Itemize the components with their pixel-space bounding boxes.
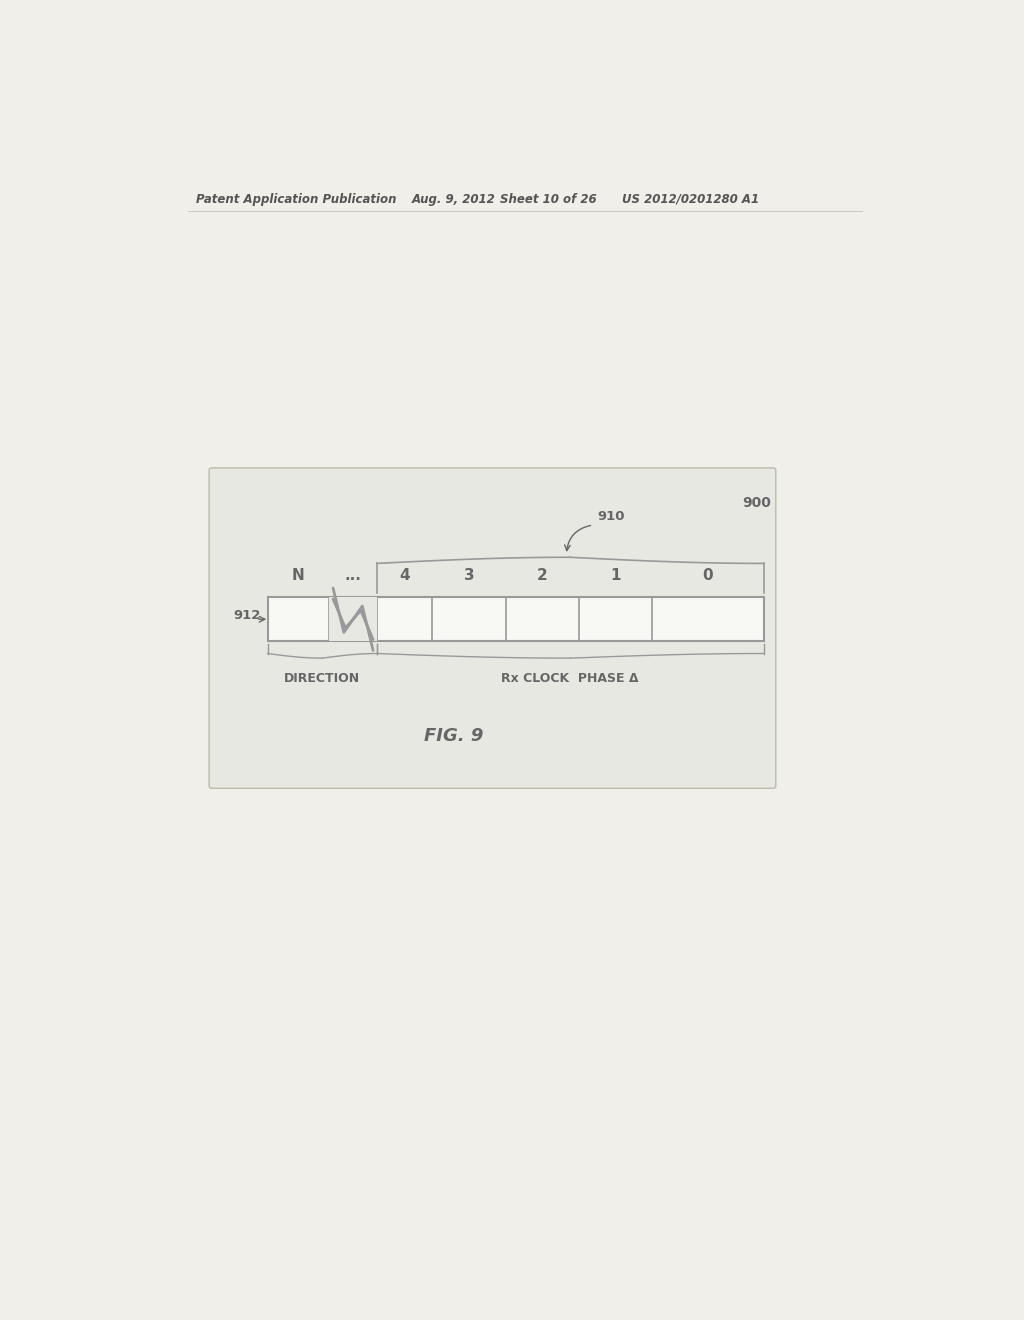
Text: 900: 900 [742, 496, 772, 510]
Text: Sheet 10 of 26: Sheet 10 of 26 [500, 193, 597, 206]
FancyBboxPatch shape [209, 469, 776, 788]
Text: 4: 4 [399, 569, 410, 583]
Text: 912: 912 [233, 609, 260, 622]
Text: Rx CLOCK  PHASE Δ: Rx CLOCK PHASE Δ [502, 672, 639, 685]
Text: US 2012/0201280 A1: US 2012/0201280 A1 [622, 193, 759, 206]
Text: 3: 3 [464, 569, 474, 583]
Text: 910: 910 [597, 510, 625, 523]
Text: ...: ... [345, 569, 361, 583]
Text: Patent Application Publication: Patent Application Publication [196, 193, 396, 206]
Text: FIG. 9: FIG. 9 [424, 727, 483, 744]
Text: 1: 1 [610, 569, 621, 583]
Text: N: N [292, 569, 305, 583]
Text: DIRECTION: DIRECTION [285, 672, 360, 685]
Bar [330, 597, 377, 642]
Bar [267, 597, 764, 642]
Text: 2: 2 [537, 569, 548, 583]
Text: Aug. 9, 2012: Aug. 9, 2012 [412, 193, 496, 206]
Text: 0: 0 [702, 569, 713, 583]
